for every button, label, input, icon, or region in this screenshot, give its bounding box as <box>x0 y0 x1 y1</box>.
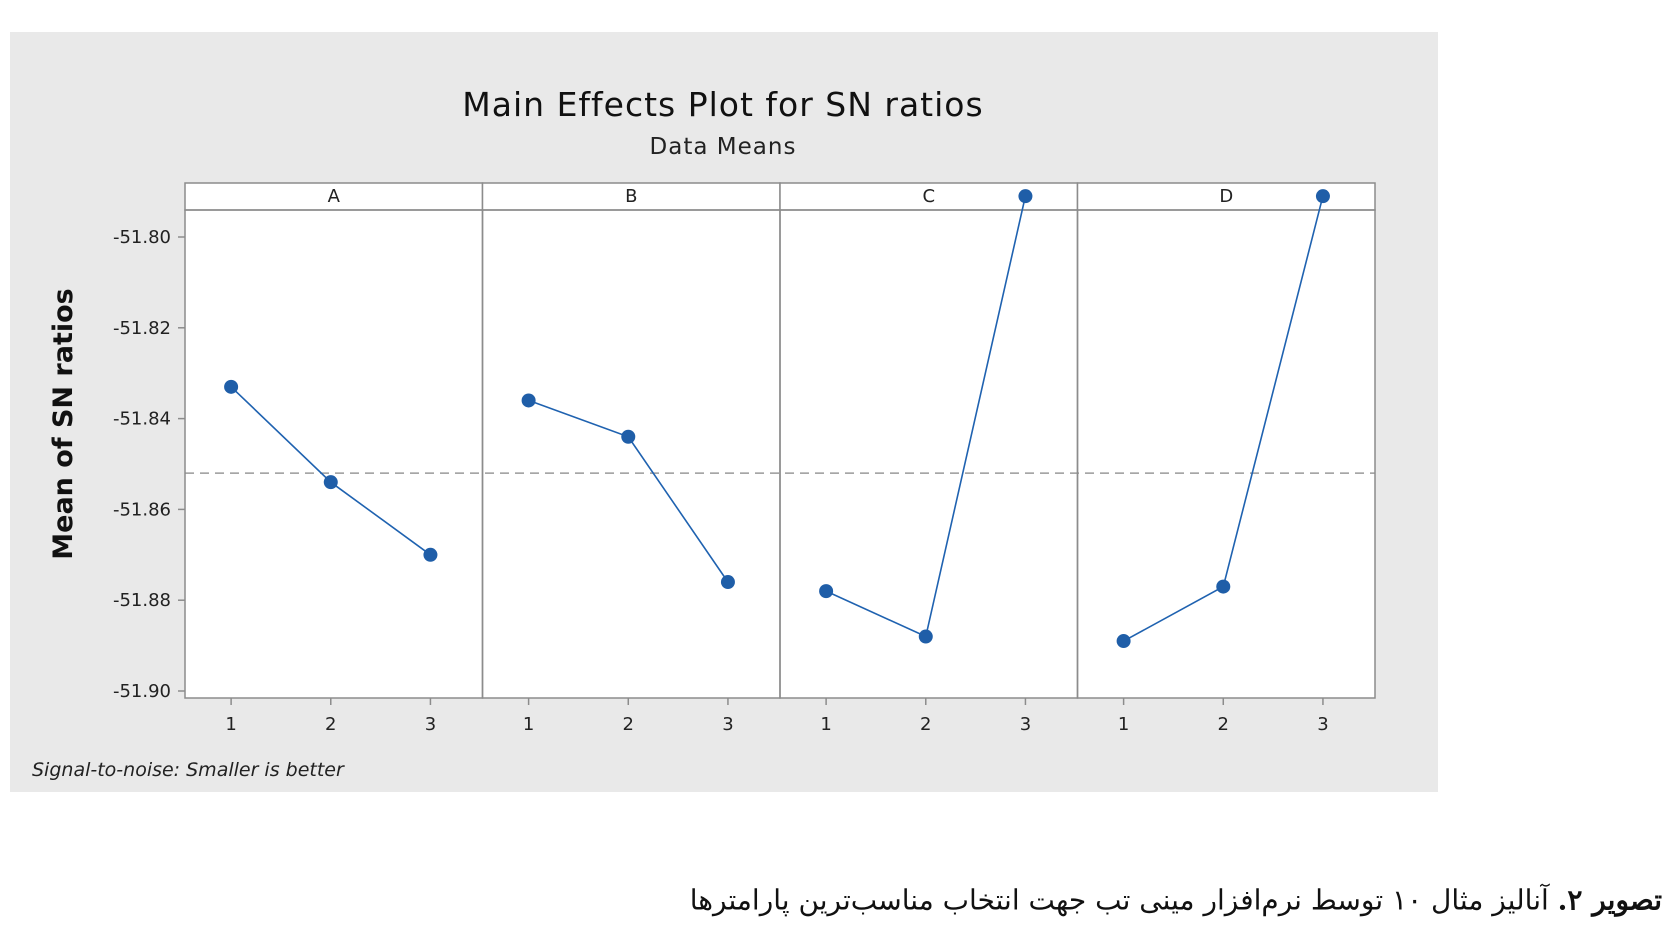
chart-subtitle: Data Means <box>650 134 797 160</box>
main-effects-chart: Main Effects Plot for SN ratios Data Mean… <box>32 85 1376 781</box>
y-tick-label-0: -51.80 <box>113 227 171 248</box>
data-point-A-3 <box>423 547 438 562</box>
x-tick-label-A-1: 1 <box>225 714 236 735</box>
y-tick-label-1: -51.82 <box>113 318 171 339</box>
data-point-A-2 <box>323 475 338 490</box>
x-tick-label-D-3: 3 <box>1317 714 1328 735</box>
x-tick-label-B-2: 2 <box>623 714 634 735</box>
data-point-D-1 <box>1116 634 1131 649</box>
y-tick-label-4: -51.88 <box>113 590 171 611</box>
figure-caption: تصویر ۲. آنالیز مثال ۱۰ توسط نرم‌افزار م… <box>690 884 1662 917</box>
panel-label-B: B <box>625 186 637 207</box>
x-tick-label-B-1: 1 <box>523 714 534 735</box>
x-tick-label-C-2: 2 <box>920 714 931 735</box>
data-point-D-3 <box>1315 189 1330 204</box>
y-axis-label: Mean of SN ratios <box>48 288 79 559</box>
y-tick-label-3: -51.86 <box>113 499 171 520</box>
x-tick-label-D-1: 1 <box>1118 714 1129 735</box>
panel-label-A: A <box>328 186 341 207</box>
y-tick-label-5: -51.90 <box>113 681 171 702</box>
chart-panel: Main Effects Plot for SN ratios Data Mean… <box>10 32 1438 792</box>
data-point-C-3 <box>1018 189 1033 204</box>
x-tick-label-A-2: 2 <box>325 714 336 735</box>
panel-header-A <box>184 182 484 211</box>
chart-title: Main Effects Plot for SN ratios <box>462 85 983 124</box>
panel-frame-D <box>1076 209 1376 699</box>
y-tick-label-2: -51.84 <box>113 409 171 430</box>
data-point-C-2 <box>918 629 933 644</box>
caption-text: آنالیز مثال ۱۰ توسط نرم‌افزار مینی تب جه… <box>689 883 1558 917</box>
chart-footnote: Signal-to-noise: Smaller is better <box>32 759 345 781</box>
x-tick-label-D-2: 2 <box>1218 714 1229 735</box>
data-point-A-1 <box>224 379 239 394</box>
x-tick-label-C-3: 3 <box>1020 714 1031 735</box>
x-tick-label-C-1: 1 <box>820 714 831 735</box>
caption-label: تصویر ۲. <box>1557 883 1662 917</box>
data-point-B-1 <box>521 393 536 408</box>
panel-label-C: C <box>922 186 935 207</box>
data-point-D-2 <box>1216 579 1231 594</box>
x-tick-label-B-3: 3 <box>722 714 733 735</box>
data-point-B-2 <box>621 429 636 444</box>
panel-label-D: D <box>1219 186 1233 207</box>
data-point-C-1 <box>819 584 834 599</box>
data-point-B-3 <box>720 575 735 590</box>
x-tick-label-A-3: 3 <box>425 714 436 735</box>
